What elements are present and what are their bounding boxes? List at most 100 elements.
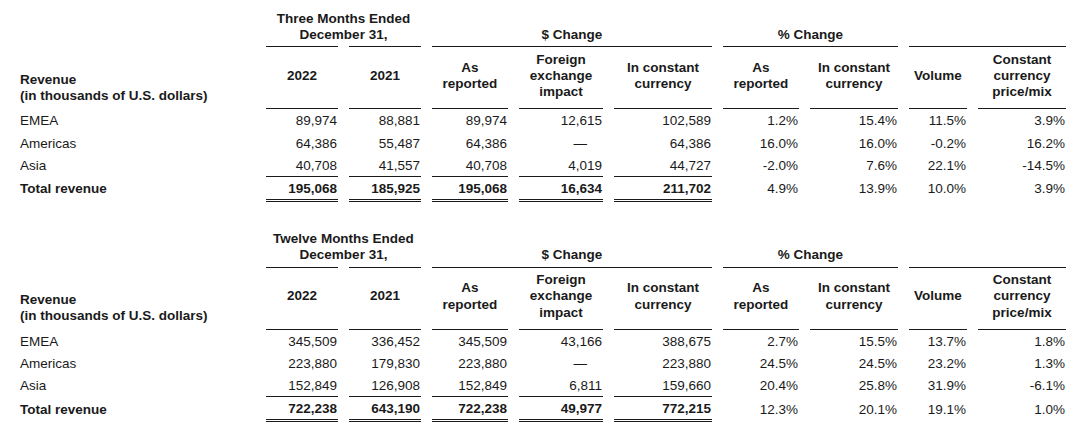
value-cell-total: 195,068 <box>266 177 338 200</box>
value-cell: 16.0% <box>723 132 799 154</box>
value-cell: 1.8% <box>978 330 1066 352</box>
column-header-as-reported-percent: As reported <box>723 268 799 330</box>
row-label: Asia <box>19 154 255 177</box>
value-cell: 13.9% <box>810 177 898 200</box>
column-header-2022: 2022 <box>266 47 338 109</box>
value-cell: 10.0% <box>909 177 967 200</box>
value-cell: 223,880 <box>432 352 508 374</box>
value-cell: 12.3% <box>723 397 799 420</box>
rule <box>266 200 338 202</box>
row-header-subtitle: (in thousands of U.S. dollars) <box>20 308 254 324</box>
column-header-constant-currency-dollar: In constant currency <box>614 268 712 330</box>
spacer-cell <box>19 420 255 422</box>
value-cell: 64,386 <box>432 132 508 154</box>
value-cell: 4.9% <box>723 177 799 200</box>
value-cell: 25.8% <box>810 374 898 397</box>
value-cell-total: 211,702 <box>614 177 712 200</box>
rule <box>614 200 712 202</box>
rule <box>266 420 338 422</box>
value-cell-total: 722,238 <box>266 397 338 420</box>
row-label: Asia <box>19 374 255 397</box>
rule <box>519 420 603 422</box>
column-header-fx-impact: Foreign exchange impact <box>519 268 603 330</box>
spacer-cell <box>19 200 255 202</box>
volume-mix-group-header <box>909 10 1066 46</box>
column-header-constant-currency-percent: In constant currency <box>810 268 898 330</box>
row-header-title: Revenue <box>20 292 254 308</box>
spacer-cell <box>723 420 1066 422</box>
double-underline-row <box>19 420 1066 422</box>
value-cell-total: 643,190 <box>349 397 421 420</box>
twelve-months-table: Twelve Months Ended December 31, $ Chang… <box>8 230 1077 422</box>
column-header-constant-currency-dollar: In constant currency <box>614 47 712 109</box>
value-cell: 4,019 <box>519 154 603 177</box>
row-header-title: Revenue <box>20 72 254 88</box>
row-label: Americas <box>19 352 255 374</box>
column-header-cc-price-mix: Constant currency price/mix <box>978 47 1066 109</box>
value-cell: 64,386 <box>266 132 338 154</box>
value-cell: 6,811 <box>519 374 603 397</box>
value-cell: 388,675 <box>614 330 712 352</box>
value-cell: 24.5% <box>810 352 898 374</box>
volume-mix-group-header <box>909 230 1066 266</box>
spacer-cell <box>723 200 1066 202</box>
value-cell: 179,830 <box>349 352 421 374</box>
value-cell: 152,849 <box>432 374 508 397</box>
value-cell: 55,487 <box>349 132 421 154</box>
column-header-row: Revenue (in thousands of U.S. dollars) 2… <box>19 47 1066 109</box>
column-header-volume: Volume <box>909 47 967 109</box>
value-cell: 23.2% <box>909 352 967 374</box>
row-label-total: Total revenue <box>19 177 255 200</box>
column-header-fx-impact: Foreign exchange impact <box>519 47 603 109</box>
row-label-total: Total revenue <box>19 397 255 420</box>
column-header-as-reported-dollar: As reported <box>432 47 508 109</box>
value-cell: 15.5% <box>810 330 898 352</box>
column-header-as-reported-dollar: As reported <box>432 268 508 330</box>
dollar-change-group-header: $ Change <box>432 10 712 46</box>
value-cell: 41,557 <box>349 154 421 177</box>
table-row-total-revenue: Total revenue 722,238 643,190 722,238 49… <box>19 397 1066 420</box>
value-cell: 40,708 <box>266 154 338 177</box>
spacer-cell <box>19 230 255 266</box>
value-cell: 336,452 <box>349 330 421 352</box>
rule <box>349 420 421 422</box>
column-header-volume: Volume <box>909 268 967 330</box>
value-cell: 7.6% <box>810 154 898 177</box>
table-row-emea: EMEA 89,974 88,881 89,974 12,615 102,589… <box>19 109 1066 131</box>
value-cell-total: 49,977 <box>519 397 603 420</box>
column-header-as-reported-percent: As reported <box>723 47 799 109</box>
value-cell-total: 722,238 <box>432 397 508 420</box>
value-cell: 64,386 <box>614 132 712 154</box>
value-cell: 88,881 <box>349 109 421 131</box>
value-cell: 31.9% <box>909 374 967 397</box>
row-header-label: Revenue (in thousands of U.S. dollars) <box>19 47 255 109</box>
period-group-header: Three Months Ended December 31, <box>266 10 421 46</box>
row-header-label: Revenue (in thousands of U.S. dollars) <box>19 268 255 330</box>
value-cell: 43,166 <box>519 330 603 352</box>
column-header-2021: 2021 <box>349 268 421 330</box>
value-cell: 40,708 <box>432 154 508 177</box>
value-cell: 126,908 <box>349 374 421 397</box>
value-cell: -14.5% <box>978 154 1066 177</box>
value-cell: 19.1% <box>909 397 967 420</box>
table-row-asia: Asia 40,708 41,557 40,708 4,019 44,727 -… <box>19 154 1066 177</box>
table-row-asia: Asia 152,849 126,908 152,849 6,811 159,6… <box>19 374 1066 397</box>
row-label: Americas <box>19 132 255 154</box>
percent-change-group-header: % Change <box>723 10 898 46</box>
value-cell: 102,589 <box>614 109 712 131</box>
rule <box>614 420 712 422</box>
double-underline-row <box>19 200 1066 202</box>
table-row-americas: Americas 223,880 179,830 223,880 — 223,8… <box>19 352 1066 374</box>
value-cell-total: 195,068 <box>432 177 508 200</box>
rule <box>349 200 421 202</box>
value-cell: 159,660 <box>614 374 712 397</box>
value-cell: -2.0% <box>723 154 799 177</box>
value-cell: 89,974 <box>432 109 508 131</box>
value-cell-dash: — <box>519 352 603 374</box>
revenue-report: Three Months Ended December 31, $ Change… <box>0 0 1080 422</box>
value-cell: 1.3% <box>978 352 1066 374</box>
value-cell: 1.2% <box>723 109 799 131</box>
rule <box>519 200 603 202</box>
value-cell: 11.5% <box>909 109 967 131</box>
value-cell-total: 16,634 <box>519 177 603 200</box>
